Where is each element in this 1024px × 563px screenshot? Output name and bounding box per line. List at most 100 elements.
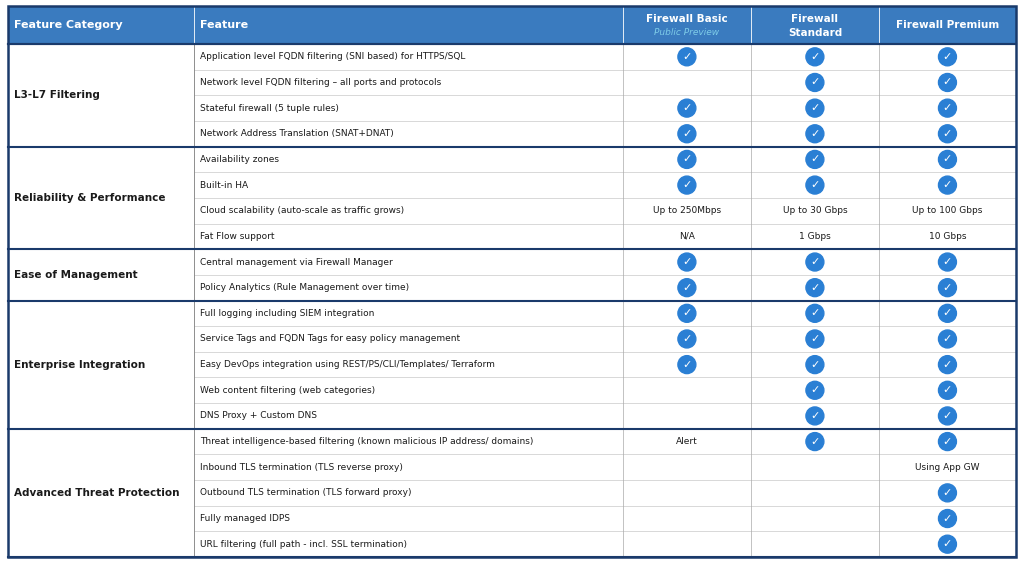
Text: URL filtering (full path - incl. SSL termination): URL filtering (full path - incl. SSL ter… <box>201 540 408 549</box>
Circle shape <box>806 356 824 374</box>
Circle shape <box>678 176 696 194</box>
Text: ✓: ✓ <box>943 488 952 498</box>
Text: Application level FQDN filtering (SNI based) for HTTPS/SQL: Application level FQDN filtering (SNI ba… <box>201 52 466 61</box>
Bar <box>8 480 1016 506</box>
Text: Cloud scalability (auto-scale as traffic grows): Cloud scalability (auto-scale as traffic… <box>201 206 404 215</box>
Text: ✓: ✓ <box>943 180 952 190</box>
Text: Inbound TLS termination (TLS reverse proxy): Inbound TLS termination (TLS reverse pro… <box>201 463 403 472</box>
Text: Central management via Firewall Manager: Central management via Firewall Manager <box>201 257 393 266</box>
Text: Using App GW: Using App GW <box>915 463 980 472</box>
Text: ✓: ✓ <box>943 154 952 164</box>
Text: L3-L7 Filtering: L3-L7 Filtering <box>14 90 100 100</box>
Text: Built-in HA: Built-in HA <box>201 181 249 190</box>
Bar <box>8 121 1016 146</box>
Circle shape <box>938 176 956 194</box>
Text: Standard: Standard <box>787 28 842 38</box>
Circle shape <box>806 279 824 297</box>
Circle shape <box>938 74 956 91</box>
Text: ✓: ✓ <box>682 180 691 190</box>
Text: ✓: ✓ <box>943 360 952 370</box>
Text: ✓: ✓ <box>943 334 952 344</box>
Text: Alert: Alert <box>676 437 697 446</box>
Circle shape <box>938 330 956 348</box>
Circle shape <box>678 356 696 374</box>
Bar <box>8 249 195 301</box>
Text: Firewall Premium: Firewall Premium <box>896 20 999 30</box>
Circle shape <box>806 176 824 194</box>
Text: Public Preview: Public Preview <box>654 28 720 37</box>
Text: ✓: ✓ <box>810 52 819 62</box>
Bar <box>8 146 1016 172</box>
Circle shape <box>806 407 824 425</box>
Bar <box>8 454 1016 480</box>
Text: Stateful firewall (5 tuple rules): Stateful firewall (5 tuple rules) <box>201 104 339 113</box>
Bar <box>8 506 1016 531</box>
Text: 10 Gbps: 10 Gbps <box>929 232 967 241</box>
Text: ✓: ✓ <box>810 360 819 370</box>
Bar <box>8 377 1016 403</box>
Circle shape <box>678 150 696 168</box>
Text: ✓: ✓ <box>682 129 691 138</box>
Text: ✓: ✓ <box>943 283 952 293</box>
Circle shape <box>678 125 696 143</box>
Text: ✓: ✓ <box>810 78 819 87</box>
Circle shape <box>938 253 956 271</box>
Text: ✓: ✓ <box>810 180 819 190</box>
Text: ✓: ✓ <box>943 513 952 524</box>
Circle shape <box>678 305 696 322</box>
Circle shape <box>938 48 956 66</box>
Circle shape <box>938 279 956 297</box>
Text: Service Tags and FQDN Tags for easy policy management: Service Tags and FQDN Tags for easy poli… <box>201 334 461 343</box>
Circle shape <box>938 484 956 502</box>
Text: Enterprise Integration: Enterprise Integration <box>14 360 145 370</box>
Bar <box>8 146 195 249</box>
Text: Network Address Translation (SNAT+DNAT): Network Address Translation (SNAT+DNAT) <box>201 129 394 138</box>
Text: ✓: ✓ <box>810 154 819 164</box>
Text: ✓: ✓ <box>943 52 952 62</box>
Text: Up to 30 Gbps: Up to 30 Gbps <box>782 206 847 215</box>
Text: ✓: ✓ <box>943 129 952 138</box>
Circle shape <box>678 48 696 66</box>
Bar <box>8 301 1016 326</box>
Text: ✓: ✓ <box>682 334 691 344</box>
Bar <box>8 44 195 146</box>
Circle shape <box>806 305 824 322</box>
Text: Threat intelligence-based filtering (known malicious IP address/ domains): Threat intelligence-based filtering (kno… <box>201 437 534 446</box>
Circle shape <box>806 125 824 143</box>
Bar <box>8 531 1016 557</box>
Bar <box>8 429 1016 454</box>
Bar <box>8 249 1016 275</box>
Circle shape <box>806 48 824 66</box>
Text: Full logging including SIEM integration: Full logging including SIEM integration <box>201 309 375 318</box>
Text: Web content filtering (web categories): Web content filtering (web categories) <box>201 386 376 395</box>
Bar <box>8 224 1016 249</box>
Bar <box>8 95 1016 121</box>
Bar <box>8 326 1016 352</box>
Text: ✓: ✓ <box>943 78 952 87</box>
Bar <box>8 172 1016 198</box>
Text: ✓: ✓ <box>682 257 691 267</box>
Text: Network level FQDN filtering – all ports and protocols: Network level FQDN filtering – all ports… <box>201 78 441 87</box>
Text: Firewall Basic: Firewall Basic <box>646 14 728 24</box>
Text: ✓: ✓ <box>810 385 819 395</box>
Text: ✓: ✓ <box>810 334 819 344</box>
Bar <box>8 352 1016 377</box>
Circle shape <box>806 150 824 168</box>
Circle shape <box>678 253 696 271</box>
Text: ✓: ✓ <box>810 129 819 138</box>
Bar <box>8 275 1016 301</box>
Text: Feature: Feature <box>201 20 249 30</box>
Circle shape <box>938 381 956 399</box>
Text: ✓: ✓ <box>943 385 952 395</box>
Circle shape <box>806 330 824 348</box>
Circle shape <box>806 99 824 117</box>
Text: ✓: ✓ <box>682 360 691 370</box>
Text: ✓: ✓ <box>810 436 819 446</box>
Text: Policy Analytics (Rule Management over time): Policy Analytics (Rule Management over t… <box>201 283 410 292</box>
Text: 1 Gbps: 1 Gbps <box>799 232 830 241</box>
Circle shape <box>806 432 824 450</box>
Circle shape <box>938 99 956 117</box>
Circle shape <box>938 510 956 528</box>
Text: Firewall: Firewall <box>792 14 839 24</box>
Text: ✓: ✓ <box>943 257 952 267</box>
